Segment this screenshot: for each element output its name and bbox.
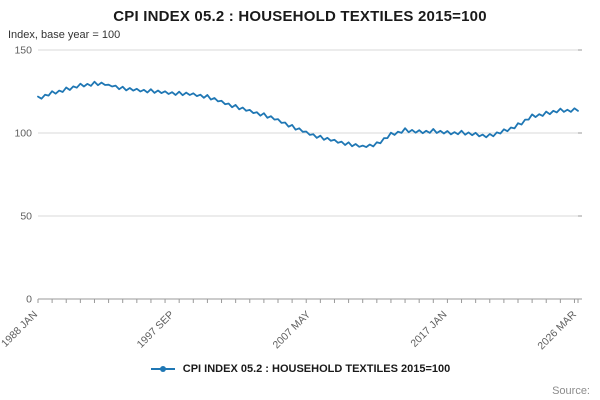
x-tick-label: 2007 MAY [270,309,313,352]
legend-dot [159,366,166,372]
chart-area: 0 50 100 150 1988 JAN 1997 SEP 2007 MAY 2017 JA… [0,42,600,354]
x-tick-label: 1988 JAN [0,309,40,350]
chart-svg: 0 50 100 150 1988 JAN 1997 SEP 2007 MAY 2017 JA… [0,45,582,352]
y-axis-caption: Index, base year = 100 [8,29,121,41]
x-tick-label: 2017 JAN [408,309,449,350]
legend-line-marker-icon [150,366,175,372]
y-tick-label: 150 [14,45,32,57]
source-label: Source: [552,385,590,397]
chart-title: CPI INDEX 05.2 : HOUSEHOLD TEXTILES 2015… [113,8,487,25]
y-tick-label: 0 [26,294,32,306]
series-line [37,80,579,148]
x-tick-label: 2026 MAR [535,308,579,352]
legend: CPI INDEX 05.2 : HOUSEHOLD TEXTILES 2015… [0,363,600,375]
x-tick-label: 1997 SEP [135,309,177,351]
legend-label: CPI INDEX 05.2 : HOUSEHOLD TEXTILES 2015… [182,363,451,375]
y-tick-label: 50 [20,211,32,223]
y-tick-label: 100 [14,128,32,140]
